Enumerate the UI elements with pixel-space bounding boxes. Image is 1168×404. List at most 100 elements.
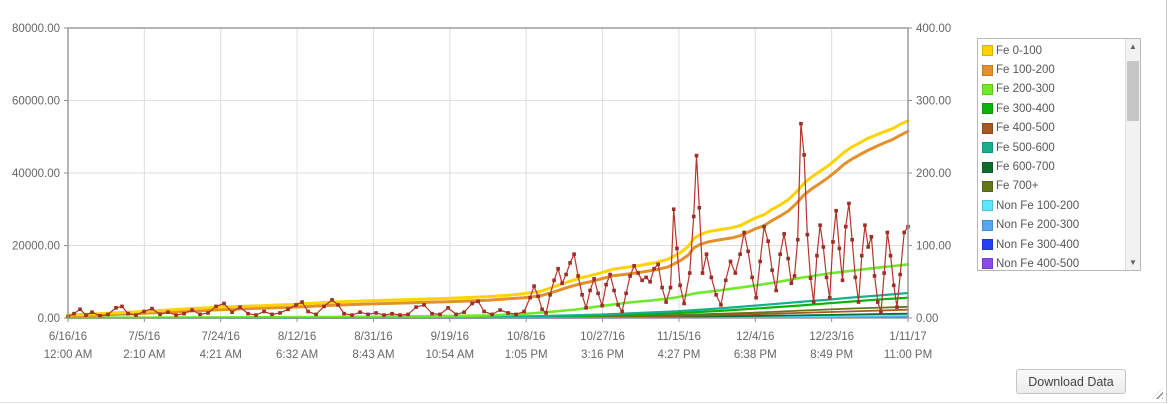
series-marker-unlabeled-red-series-legend-scrolled bbox=[314, 312, 318, 317]
series-marker-unlabeled-red-series-legend-scrolled bbox=[588, 288, 592, 293]
legend-swatch-icon bbox=[982, 219, 993, 231]
series-marker-unlabeled-red-series-legend-scrolled bbox=[863, 223, 867, 227]
series-marker-unlabeled-red-series-legend-scrolled bbox=[879, 310, 883, 314]
series-marker-unlabeled-red-series-legend-scrolled bbox=[278, 311, 282, 315]
x-tick-time-label: 12:00 AM bbox=[44, 349, 93, 361]
series-marker-unlabeled-red-series-legend-scrolled bbox=[514, 312, 518, 317]
series-marker-unlabeled-red-series-legend-scrolled bbox=[114, 306, 118, 310]
legend-item-label: Non Fe 200-300 bbox=[996, 219, 1080, 232]
series-marker-unlabeled-red-series-legend-scrolled bbox=[805, 232, 810, 237]
series-marker-unlabeled-red-series-legend-scrolled bbox=[895, 305, 899, 309]
series-marker-unlabeled-red-series-legend-scrolled bbox=[406, 312, 410, 317]
y-left-tick-label: 0.00 bbox=[38, 313, 60, 325]
legend-scrollbar[interactable]: ▲ ▼ bbox=[1125, 39, 1140, 270]
series-marker-unlabeled-red-series-legend-scrolled bbox=[382, 313, 386, 317]
legend-item-non-fe-300-400[interactable]: Non Fe 300-400 bbox=[982, 235, 1125, 254]
download-data-button[interactable]: Download Data bbox=[1016, 369, 1126, 394]
series-marker-unlabeled-red-series-legend-scrolled bbox=[134, 313, 138, 317]
series-line-fe-100-200 bbox=[66, 129, 910, 318]
series-marker-unlabeled-red-series-legend-scrolled bbox=[811, 300, 816, 304]
series-marker-unlabeled-red-series-legend-scrolled bbox=[572, 252, 576, 256]
series-marker-unlabeled-red-series-legend-scrolled bbox=[262, 309, 266, 314]
series-marker-unlabeled-red-series-legend-scrolled bbox=[660, 285, 664, 290]
legend-swatch-icon bbox=[982, 200, 993, 212]
series-marker-unlabeled-red-series-legend-scrolled bbox=[719, 303, 723, 307]
series-marker-unlabeled-red-series-legend-scrolled bbox=[652, 266, 656, 271]
series-marker-unlabeled-red-series-legend-scrolled bbox=[656, 262, 660, 267]
legend-item-fe-100-200[interactable]: Fe 100-200 bbox=[982, 60, 1125, 79]
series-marker-unlabeled-red-series-legend-scrolled bbox=[869, 235, 874, 239]
x-tick-date-label: 9/19/16 bbox=[431, 331, 469, 343]
legend-item-fe-600-700[interactable]: Fe 600-700 bbox=[982, 157, 1125, 176]
series-marker-unlabeled-red-series-legend-scrolled bbox=[850, 237, 854, 242]
series-marker-unlabeled-red-series-legend-scrolled bbox=[636, 271, 640, 275]
series-marker-unlabeled-red-series-legend-scrolled bbox=[612, 288, 616, 293]
series-marker-unlabeled-red-series-legend-scrolled bbox=[687, 271, 692, 275]
resize-handle-icon[interactable] bbox=[1152, 388, 1163, 399]
legend-item-label: Fe 400-500 bbox=[996, 122, 1055, 135]
legend-item-label: Fe 600-700 bbox=[996, 161, 1055, 174]
series-marker-unlabeled-red-series-legend-scrolled bbox=[697, 206, 702, 210]
x-tick-time-label: 8:43 AM bbox=[352, 349, 394, 361]
legend-item-fe-300-400[interactable]: Fe 300-400 bbox=[982, 99, 1125, 118]
scroll-down-icon[interactable]: ▼ bbox=[1129, 258, 1137, 267]
y-right-tick-label: 100.00 bbox=[916, 241, 951, 253]
x-tick-time-label: 4:21 AM bbox=[200, 349, 242, 361]
series-marker-unlabeled-red-series-legend-scrolled bbox=[506, 311, 510, 315]
series-marker-unlabeled-red-series-legend-scrolled bbox=[831, 240, 835, 244]
series-marker-unlabeled-red-series-legend-scrolled bbox=[786, 256, 790, 261]
series-marker-unlabeled-red-series-legend-scrolled bbox=[580, 293, 584, 297]
scroll-up-icon[interactable]: ▲ bbox=[1129, 42, 1137, 51]
series-marker-unlabeled-red-series-legend-scrolled bbox=[126, 311, 130, 316]
series-line-fe-0-100 bbox=[66, 119, 910, 317]
series-marker-unlabeled-red-series-legend-scrolled bbox=[648, 279, 652, 284]
legend-item-fe-500-600[interactable]: Fe 500-600 bbox=[982, 138, 1125, 157]
series-marker-unlabeled-red-series-legend-scrolled bbox=[398, 313, 402, 317]
series-marker-unlabeled-red-series-legend-scrolled bbox=[322, 304, 326, 309]
series-marker-unlabeled-red-series-legend-scrolled bbox=[766, 239, 770, 243]
legend-swatch-icon bbox=[982, 239, 993, 251]
series-marker-unlabeled-red-series-legend-scrolled bbox=[206, 311, 210, 315]
series-marker-unlabeled-red-series-legend-scrolled bbox=[462, 310, 466, 314]
series-marker-unlabeled-red-series-legend-scrolled bbox=[238, 305, 242, 309]
x-tick-date-label: 10/27/16 bbox=[580, 331, 625, 343]
scrollbar-thumb[interactable] bbox=[1127, 61, 1139, 121]
series-marker-unlabeled-red-series-legend-scrolled bbox=[728, 259, 733, 264]
series-marker-unlabeled-red-series-legend-scrolled bbox=[885, 230, 890, 235]
y-right-tick-label: 300.00 bbox=[916, 96, 951, 108]
series-marker-unlabeled-red-series-legend-scrolled bbox=[847, 201, 851, 206]
legend-item-non-fe-200-300[interactable]: Non Fe 200-300 bbox=[982, 216, 1125, 235]
legend-item-fe-200-300[interactable]: Fe 200-300 bbox=[982, 80, 1125, 99]
series-marker-unlabeled-red-series-legend-scrolled bbox=[694, 153, 699, 158]
legend-swatch-icon bbox=[982, 103, 993, 115]
series-marker-unlabeled-red-series-legend-scrolled bbox=[808, 276, 813, 280]
legend-item-fe-700[interactable]: Fe 700+ bbox=[982, 177, 1125, 196]
series-marker-unlabeled-red-series-legend-scrolled bbox=[774, 288, 778, 293]
series-marker-unlabeled-red-series-legend-scrolled bbox=[600, 303, 604, 308]
series-marker-unlabeled-red-series-legend-scrolled bbox=[476, 299, 480, 304]
series-marker-unlabeled-red-series-legend-scrolled bbox=[414, 305, 418, 309]
x-tick-time-label: 8:49 PM bbox=[810, 349, 853, 361]
series-marker-unlabeled-red-series-legend-scrolled bbox=[564, 272, 568, 277]
x-tick-date-label: 8/12/16 bbox=[278, 331, 316, 343]
series-marker-unlabeled-red-series-legend-scrolled bbox=[270, 312, 274, 317]
x-tick-date-label: 1/11/17 bbox=[889, 331, 927, 343]
series-marker-unlabeled-red-series-legend-scrolled bbox=[782, 232, 786, 236]
series-marker-unlabeled-red-series-legend-scrolled bbox=[592, 277, 596, 281]
series-marker-unlabeled-red-series-legend-scrolled bbox=[856, 300, 861, 304]
series-marker-unlabeled-red-series-legend-scrolled bbox=[723, 278, 728, 283]
legend-item-fe-0-100[interactable]: Fe 0-100 bbox=[982, 41, 1125, 60]
series-marker-unlabeled-red-series-legend-scrolled bbox=[824, 275, 829, 280]
series-marker-unlabeled-red-series-legend-scrolled bbox=[750, 275, 754, 280]
series-marker-unlabeled-red-series-legend-scrolled bbox=[742, 230, 746, 235]
series-marker-unlabeled-red-series-legend-scrolled bbox=[675, 246, 679, 251]
legend-item-non-fe-100-200[interactable]: Non Fe 100-200 bbox=[982, 196, 1125, 215]
y-left-tick-label: 60000.00 bbox=[12, 96, 60, 108]
legend-item-fe-400-500[interactable]: Fe 400-500 bbox=[982, 119, 1125, 138]
plot-border bbox=[67, 27, 909, 319]
legend-item-non-fe-400-500[interactable]: Non Fe 400-500 bbox=[982, 254, 1125, 270]
x-tick-date-label: 11/15/16 bbox=[657, 331, 701, 343]
series-marker-unlabeled-red-series-legend-scrolled bbox=[859, 253, 864, 258]
series-marker-unlabeled-red-series-legend-scrolled bbox=[853, 275, 858, 280]
series-marker-unlabeled-red-series-legend-scrolled bbox=[758, 259, 762, 264]
